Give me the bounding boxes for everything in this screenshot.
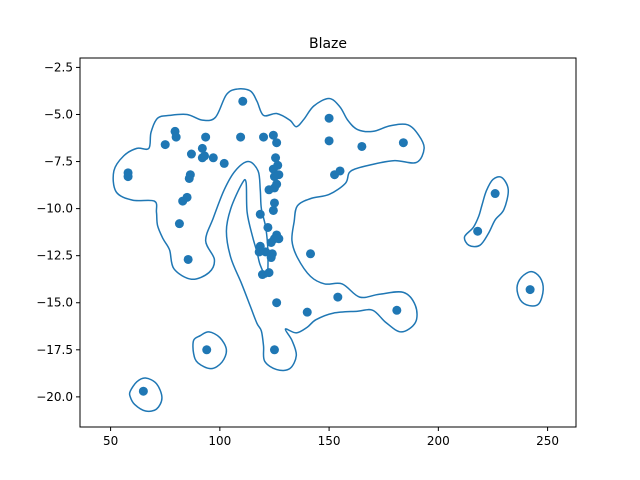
scatter-point: [272, 138, 282, 148]
density-contours: [112, 88, 544, 413]
scatter-point: [268, 164, 278, 174]
y-tick-label: −7.5: [44, 155, 73, 169]
scatter-point: [269, 172, 279, 182]
scatter-point: [268, 205, 278, 215]
scatter-point: [324, 113, 334, 123]
scatter-point: [272, 179, 282, 189]
scatter-point: [271, 153, 281, 163]
scatter-points: [123, 96, 535, 396]
scatter-point: [335, 166, 345, 176]
scatter-point: [272, 298, 282, 308]
scatter-point: [263, 222, 273, 232]
scatter-point: [208, 153, 218, 163]
scatter-point: [269, 345, 279, 355]
scatter-point: [268, 130, 278, 140]
x-tick-label: 250: [536, 434, 559, 448]
scatter-point: [473, 226, 483, 236]
y-axis-ticks: −2.5 −5.0 −7.5 −10.0 −12.5 −15.0 −17.5 −20.0: [36, 60, 80, 404]
contour-line-1: [128, 377, 163, 413]
scatter-point: [236, 132, 246, 142]
contour-line-2: [192, 331, 228, 370]
scatter-point: [254, 247, 264, 257]
scatter-point: [200, 151, 210, 161]
y-tick-label: −2.5: [44, 60, 73, 74]
scatter-point: [264, 185, 274, 195]
scatter-point: [264, 268, 274, 278]
y-tick-label: −12.5: [36, 249, 73, 263]
scatter-point: [255, 209, 265, 219]
y-tick-label: −15.0: [36, 296, 73, 310]
scatter-point: [202, 345, 212, 355]
scatter-point: [174, 219, 184, 229]
x-tick-label: 150: [318, 434, 341, 448]
plot-area-frame: [79, 57, 577, 428]
scatter-point: [357, 141, 367, 151]
scatter-point: [183, 254, 193, 264]
scatter-point: [333, 292, 343, 302]
scatter-point: [302, 307, 312, 317]
scatter-point: [525, 285, 535, 295]
scatter-point: [186, 149, 196, 159]
scatter-point: [274, 234, 284, 244]
scatter-point: [201, 132, 211, 142]
x-tick-label: 200: [427, 434, 450, 448]
scatter-point: [490, 189, 500, 199]
scatter-point: [269, 198, 279, 208]
x-tick-label: 50: [103, 434, 118, 448]
y-tick-label: −10.0: [36, 202, 73, 216]
contour-line-0: [112, 88, 425, 372]
scatter-point: [219, 158, 229, 168]
scatter-point: [266, 238, 276, 247]
y-tick-label: −5.0: [44, 107, 73, 121]
contour-line-3: [463, 176, 510, 248]
scatter-point: [178, 196, 188, 206]
scatter-point: [238, 96, 248, 106]
scatter-point: [123, 172, 133, 182]
scatter-point: [259, 132, 269, 142]
scatter-point: [160, 140, 170, 150]
scatter-point: [324, 136, 334, 146]
x-tick-label: 100: [208, 434, 231, 448]
scatter-point: [306, 249, 316, 259]
scatter-point: [171, 132, 181, 142]
chart-title: Blaze: [309, 36, 347, 52]
y-tick-label: −20.0: [36, 390, 73, 404]
scatter-point: [398, 138, 408, 148]
scatter-point: [266, 253, 276, 263]
scatter-point: [184, 173, 194, 183]
scatter-point: [197, 143, 207, 153]
x-axis-ticks: 50 100 150 200 250: [103, 427, 559, 448]
scatter-point: [138, 386, 148, 396]
contour-line-4: [516, 270, 544, 307]
y-tick-label: −17.5: [36, 343, 73, 357]
scatter-point: [392, 305, 402, 315]
